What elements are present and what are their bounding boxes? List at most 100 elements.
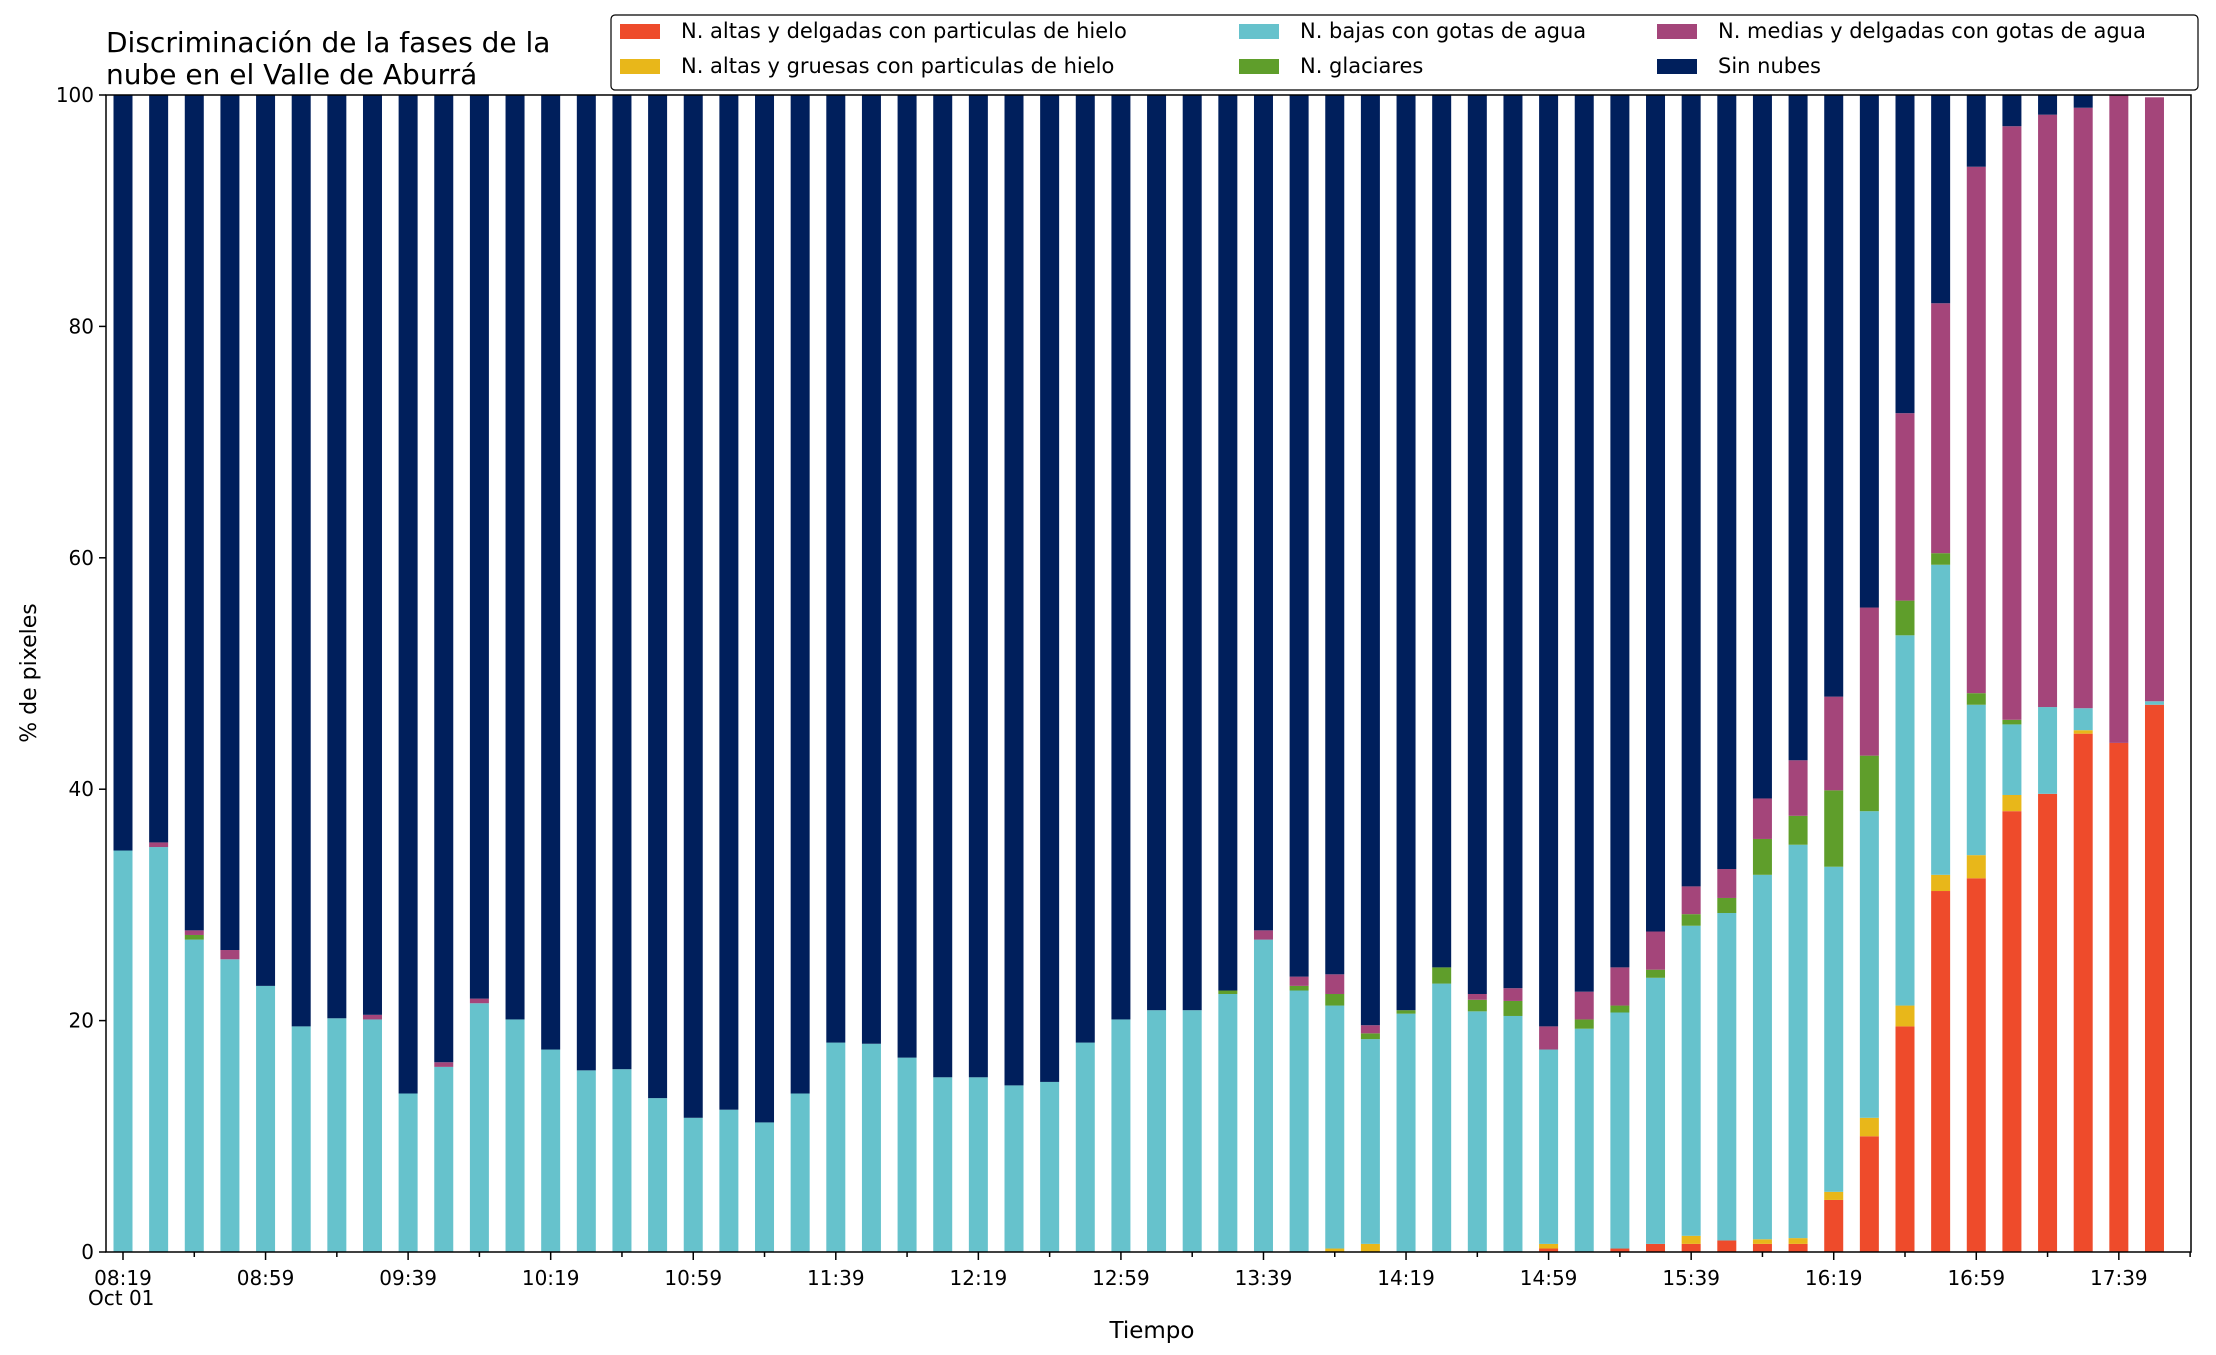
bar-segment-4-56 [2109,95,2129,743]
bar-segment-3-46 [1752,838,1772,875]
bar-segment-3-50 [1895,600,1915,636]
bar-segment-3-47 [1788,815,1808,845]
bar-segment-5-46 [1752,95,1772,799]
bar-segment-2-40 [1539,1049,1559,1244]
legend-frame [610,14,2199,91]
bar-segment-5-11 [505,95,525,1020]
plot-frame [105,94,2192,1253]
bar-segment-0-55 [2073,733,2093,1252]
bar-segment-2-43 [1646,977,1666,1244]
bar-segment-5-2 [184,95,204,931]
bar-segment-2-50 [1895,635,1915,1006]
bar-segment-0-47 [1788,1243,1808,1252]
bar-segment-4-39 [1503,988,1523,1001]
bar-segment-5-44 [1681,95,1701,887]
x-tick-label: 13:39 [1235,1266,1293,1290]
bar-segment-5-45 [1717,95,1737,870]
bar-segment-0-50 [1895,1026,1915,1252]
bar-segment-1-40 [1539,1243,1559,1249]
bar-segment-5-48 [1824,95,1844,697]
bar-segment-2-42 [1610,1012,1630,1249]
bar-segment-5-24 [968,95,988,1078]
bar-segment-2-39 [1503,1015,1523,1252]
bar-segment-2-46 [1752,874,1772,1240]
bar-segment-2-35 [1360,1039,1380,1244]
x-date-label: Oct 01 [88,1286,154,1310]
bar-segment-2-49 [1859,811,1879,1118]
legend-label-3: N. glaciares [1300,54,1423,78]
legend-label-1: N. altas y gruesas con particulas de hie… [681,54,1114,78]
bar-segment-5-17 [719,95,739,1110]
bar-segment-2-52 [1966,704,1986,856]
legend-label-0: N. altas y delgadas con particulas de hi… [681,19,1127,43]
bar-segment-0-54 [2038,793,2058,1252]
bar-segment-4-38 [1467,993,1487,1000]
bar-segment-5-41 [1574,95,1594,992]
bar-segment-5-5 [291,95,311,1027]
bar-segment-2-22 [897,1057,917,1252]
y-tick-label: 40 [69,777,94,801]
bar-segment-5-32 [1253,95,1273,931]
bar-segment-2-25 [1004,1085,1024,1252]
bar-segment-5-28 [1111,95,1131,1020]
bar-segment-5-53 [2002,95,2022,127]
y-tick-label: 60 [69,546,94,570]
legend: N. altas y delgadas con particulas de hi… [610,14,2199,91]
x-tick-label: 12:59 [1092,1266,1150,1290]
bar-segment-2-41 [1574,1028,1594,1252]
bar-segment-4-55 [2073,107,2093,709]
bar-segment-2-16 [683,1117,703,1252]
bar-segment-2-1 [149,847,169,1252]
bar-segment-5-34 [1325,95,1345,975]
bar-segment-2-57 [2144,701,2164,705]
bar-segment-5-25 [1004,95,1024,1086]
bar-segment-4-10 [469,998,489,1004]
bar-segment-5-19 [790,95,810,1094]
x-tick-label: 10:19 [522,1266,580,1290]
bar-segment-1-46 [1752,1239,1772,1244]
bar-segment-0-52 [1966,878,1986,1252]
bar-segment-4-32 [1253,930,1273,940]
bar-segment-5-6 [327,95,347,1019]
bar-segment-3-33 [1289,985,1309,991]
bar-segment-2-29 [1147,1010,1167,1252]
x-tick-label: 09:39 [379,1266,437,1290]
bar-segment-5-55 [2073,95,2093,108]
legend-swatch-1 [620,59,660,74]
bar-segment-1-51 [1931,874,1951,892]
bar-segment-2-23 [933,1077,953,1252]
bar-segment-5-0 [113,95,133,851]
bar-segment-4-52 [1966,166,1986,694]
bar-segment-4-42 [1610,967,1630,1006]
chart-title-line-2: nube en el Valle de Aburrá [106,58,477,91]
bar-segment-5-18 [755,95,775,1123]
bar-segment-0-44 [1681,1243,1701,1252]
bar-segment-4-53 [2002,126,2022,720]
bar-segment-5-20 [826,95,846,1043]
bar-segment-5-26 [1040,95,1060,1082]
y-axis: 0 20 40 60 80 100 [56,83,106,1264]
legend-swatch-3 [1239,59,1279,74]
bar-segment-2-28 [1111,1019,1131,1252]
bar-segment-5-22 [897,95,917,1058]
bar-segment-4-47 [1788,760,1808,816]
x-tick-label: 12:19 [950,1266,1008,1290]
bar-segment-4-33 [1289,976,1309,986]
bar-segment-2-5 [291,1026,311,1252]
bar-segment-3-37 [1432,967,1452,984]
bar-segment-4-34 [1325,974,1345,994]
bar-segment-5-51 [1931,95,1951,304]
bar-segment-3-2 [184,934,204,940]
bar-segment-3-49 [1859,755,1879,812]
bar-segment-3-42 [1610,1005,1630,1013]
bar-segment-2-21 [861,1043,881,1252]
bar-segment-2-31 [1218,993,1238,1252]
bar-segment-2-3 [220,959,240,1252]
bar-segment-5-29 [1147,95,1167,1011]
x-tick-label: 08:59 [237,1266,295,1290]
bar-segment-1-35 [1360,1243,1380,1252]
bar-segment-3-41 [1574,1019,1594,1029]
bar-segment-2-0 [113,850,133,1252]
bar-segment-3-53 [2002,719,2022,725]
bar-segment-2-44 [1681,925,1701,1236]
